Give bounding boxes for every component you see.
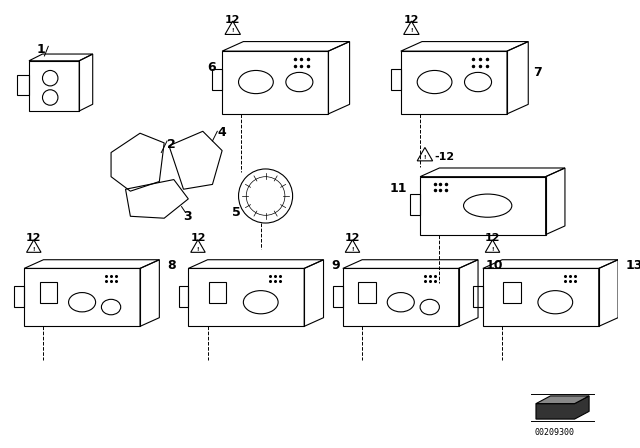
Text: 6: 6: [207, 61, 216, 74]
Text: !: !: [424, 155, 426, 160]
Text: !: !: [410, 29, 413, 34]
Text: 8: 8: [167, 259, 176, 272]
Text: !: !: [232, 29, 234, 34]
Text: !: !: [196, 246, 199, 252]
Text: 00209300: 00209300: [534, 428, 574, 437]
Bar: [503, 282, 520, 303]
Text: 9: 9: [332, 259, 340, 272]
Text: 1: 1: [36, 43, 45, 56]
Text: 3: 3: [184, 211, 192, 224]
Text: 5: 5: [232, 206, 241, 219]
Text: 12: 12: [345, 233, 360, 243]
Text: !: !: [351, 246, 354, 252]
Bar: [358, 282, 376, 303]
Text: -12: -12: [435, 151, 454, 162]
Polygon shape: [536, 396, 589, 404]
Text: 12: 12: [404, 14, 419, 25]
Text: !: !: [33, 246, 35, 252]
Text: 7: 7: [533, 65, 542, 78]
Text: 10: 10: [486, 259, 503, 272]
Text: 12: 12: [225, 14, 241, 25]
Bar: [209, 282, 226, 303]
Text: 4: 4: [218, 126, 226, 139]
Text: 13: 13: [626, 259, 640, 272]
Text: 12: 12: [484, 233, 500, 243]
Bar: [40, 282, 57, 303]
Text: 12: 12: [26, 233, 42, 243]
Text: 2: 2: [167, 138, 176, 151]
Text: 12: 12: [190, 233, 205, 243]
Text: 11: 11: [389, 181, 406, 194]
Text: !: !: [492, 246, 494, 252]
Polygon shape: [536, 396, 589, 419]
